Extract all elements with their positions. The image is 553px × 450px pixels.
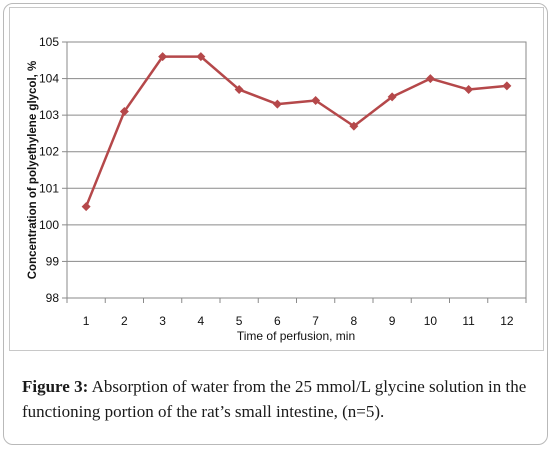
- caption-text: Absorption of water from the 25 mmol/L g…: [22, 377, 527, 421]
- x-tick-label: 4: [198, 314, 205, 328]
- y-tick-label: 100: [39, 218, 59, 232]
- data-point-1: [81, 202, 91, 212]
- x-tick-label: 6: [274, 314, 281, 328]
- x-tick-label: 3: [159, 314, 166, 328]
- y-tick-label: 105: [39, 35, 59, 49]
- y-tick-label: 103: [39, 108, 59, 122]
- caption-label: Figure 3:: [22, 377, 89, 396]
- x-tick-label: 8: [351, 314, 358, 328]
- x-tick-label: 1: [83, 314, 90, 328]
- y-tick-label: 102: [39, 145, 59, 159]
- x-tick-labels: 1 2 3 4 5 6 7 8 9 10 11 12: [83, 314, 514, 328]
- y-tick-label: 101: [39, 181, 59, 195]
- y-tick-label: 104: [39, 72, 59, 86]
- x-tick-label: 10: [424, 314, 438, 328]
- data-point-12: [502, 81, 512, 91]
- x-tick-label: 9: [389, 314, 396, 328]
- x-tick-label: 2: [121, 314, 128, 328]
- y-tick-labels: 98 99 100 101 102 103 104 105: [39, 35, 59, 305]
- x-axis-label: Time of perfusion, min: [237, 329, 355, 343]
- series-line: [84, 55, 507, 208]
- data-point-8: [349, 121, 359, 131]
- plot-area: [66, 41, 527, 299]
- data-point-4: [196, 52, 206, 62]
- y-axis-label: Concentration of polyethylene glycol, %: [27, 61, 39, 280]
- data-point-11: [464, 85, 474, 95]
- x-tick-label: 5: [236, 314, 243, 328]
- x-tick-label: 11: [462, 314, 475, 328]
- data-point-6: [272, 99, 282, 109]
- data-point-5: [234, 85, 244, 95]
- y-tick-label: 99: [46, 254, 60, 268]
- x-tick-label: 12: [500, 314, 514, 328]
- data-point-10: [425, 74, 435, 84]
- data-point-9: [387, 92, 397, 102]
- data-point-3: [158, 52, 168, 62]
- data-series: [81, 52, 512, 212]
- data-point-7: [311, 96, 321, 106]
- data-point-2: [119, 106, 129, 116]
- grid-lines: [62, 41, 527, 303]
- figure-caption: Figure 3: Absorption of water from the 2…: [22, 374, 542, 424]
- y-tick-label: 98: [46, 291, 60, 305]
- x-tick-label: 7: [312, 314, 319, 328]
